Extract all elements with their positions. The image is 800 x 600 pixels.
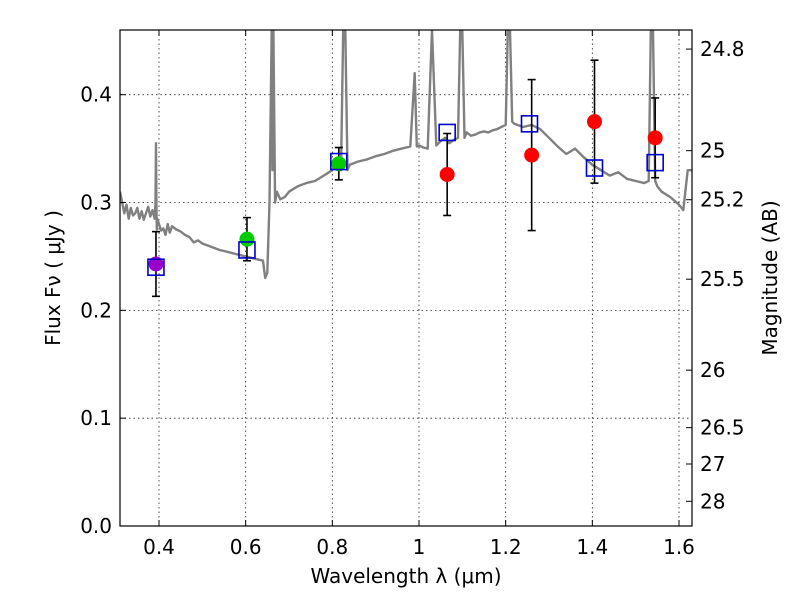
y2-tick-label: 24.8 <box>700 37 745 61</box>
model-spectrum-line <box>120 30 692 280</box>
model-photometry-point <box>646 153 664 172</box>
plot-area <box>120 30 692 298</box>
y2-tick-label: 25 <box>700 139 725 163</box>
model-photometry-point <box>520 115 539 133</box>
data-point <box>439 166 455 182</box>
y2-tick-label: 26 <box>700 358 725 382</box>
axis-layer: 0.4 0.6 0.8 1 1.2 1.4 1.6 0.0 0.1 0.2 0.3 0.4 24.8 25… <box>80 30 745 559</box>
y2-axis-title: Magnitude (AB) <box>758 200 782 355</box>
model-photometry-point <box>238 241 256 259</box>
grid-layer <box>120 30 692 527</box>
x-tick-label: 1.6 <box>663 535 695 559</box>
y2-tick-label: 27 <box>700 452 725 476</box>
y-tick-label: 0.1 <box>80 406 112 430</box>
spectrum-layer <box>120 30 692 280</box>
marks-layer <box>147 59 664 298</box>
y-tick-label: 0.4 <box>80 83 112 107</box>
y-tick-label: 0.2 <box>80 298 112 322</box>
y-axis-title: Flux Fν ( μJy ) <box>41 210 65 346</box>
data-point <box>148 256 164 272</box>
model-photometry-point <box>438 123 456 142</box>
x-tick-label: 1.4 <box>576 535 608 559</box>
data-point <box>587 114 602 130</box>
x-tick-label: 1 <box>413 535 426 559</box>
plot-frame <box>119 29 693 527</box>
y-tick-label: 0.0 <box>80 514 112 538</box>
y2-tick-label: 25.2 <box>700 188 745 212</box>
y2-tick-label: 28 <box>700 489 725 513</box>
data-point <box>331 156 347 172</box>
y2-tick-label: 25.5 <box>700 267 745 291</box>
model-photometry-point <box>585 159 604 177</box>
data-point <box>239 231 255 247</box>
y2-tick-label: 26.5 <box>700 416 745 440</box>
data-point <box>647 130 663 146</box>
x-tick-label: 0.8 <box>316 535 348 559</box>
x-tick-label: 0.6 <box>230 535 262 559</box>
data-point <box>524 147 540 163</box>
x-tick-label: 0.4 <box>143 535 175 559</box>
model-photometry-point <box>147 258 165 277</box>
model-photometry-point <box>330 152 348 171</box>
y-tick-label: 0.3 <box>80 191 112 215</box>
x-axis-title: Wavelength λ (μm) <box>310 564 501 588</box>
x-tick-label: 1.2 <box>490 535 522 559</box>
